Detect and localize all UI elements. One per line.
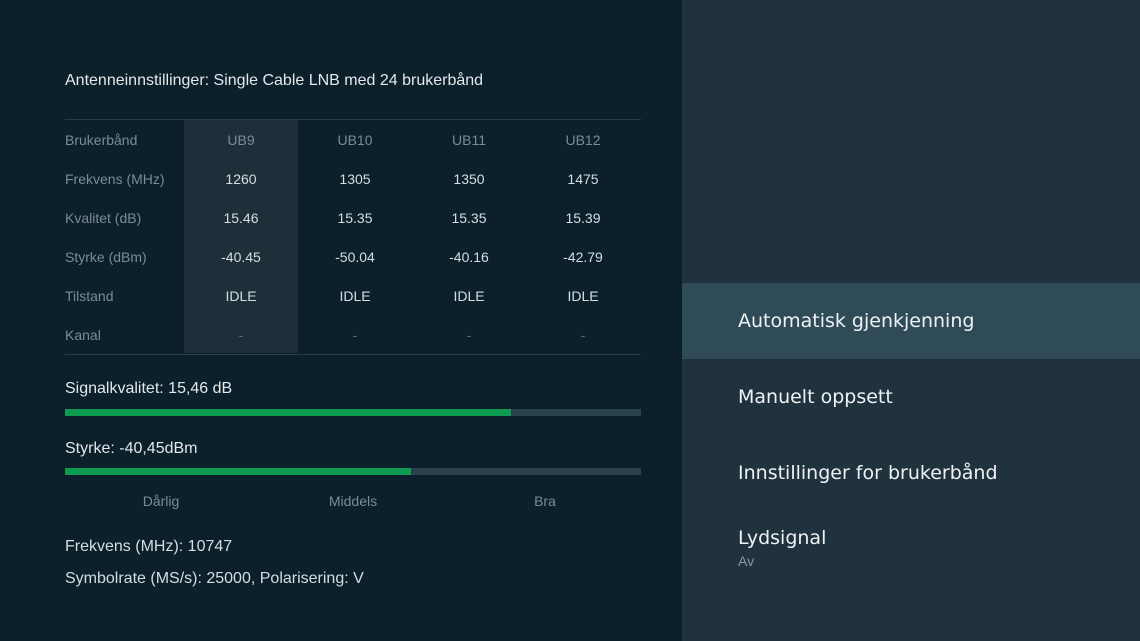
table-cell: 1350 bbox=[453, 170, 485, 187]
table-cell: 1305 bbox=[339, 170, 371, 187]
user-band-table: Brukerbånd UB9 UB10 UB11 UB12 Frekvens (… bbox=[65, 119, 641, 355]
column-header: UB9 bbox=[227, 131, 255, 148]
table-cell: -40.16 bbox=[449, 248, 489, 265]
menu-item-user-band-settings[interactable]: Innstillinger for brukerbånd bbox=[682, 462, 1140, 484]
table-row: Styrke (dBm) -40.45 -50.04 -40.16 -42.79 bbox=[65, 237, 641, 276]
table-row: Kvalitet (dB) 15.46 15.35 15.35 15.39 bbox=[65, 198, 641, 237]
signal-quality-fill bbox=[65, 409, 511, 416]
signal-quality-label: Signalkvalitet: 15,46 dB bbox=[65, 380, 233, 397]
menu-item-value: Av bbox=[738, 553, 755, 569]
menu-item-label: Innstillinger for brukerbånd bbox=[738, 462, 998, 484]
row-label: Styrke (dBm) bbox=[65, 248, 147, 265]
menu-item-manual-setup[interactable]: Manuelt oppsett bbox=[682, 386, 1140, 408]
table-cell: - bbox=[238, 326, 244, 343]
table-header-row: Brukerbånd UB9 UB10 UB11 UB12 bbox=[65, 120, 641, 159]
selected-column-highlight bbox=[184, 120, 298, 353]
table-cell: 15.35 bbox=[451, 209, 487, 226]
row-label: Frekvens (MHz) bbox=[65, 170, 165, 187]
antenna-settings-title: Antenneinnstillinger: Single Cable LNB m… bbox=[65, 72, 484, 89]
column-header: UB12 bbox=[565, 131, 601, 148]
strength-bar bbox=[65, 468, 641, 475]
scale-label-good: Bra bbox=[534, 493, 556, 509]
table-cell: 15.39 bbox=[565, 209, 601, 226]
table-row: Tilstand IDLE IDLE IDLE IDLE bbox=[65, 276, 641, 315]
table-cell: -50.04 bbox=[335, 248, 375, 265]
column-header: UB10 bbox=[337, 131, 373, 148]
signal-quality-bar bbox=[65, 409, 641, 416]
row-label: Brukerbånd bbox=[65, 131, 138, 148]
row-label: Tilstand bbox=[65, 287, 114, 304]
scale-label-medium: Middels bbox=[328, 493, 378, 509]
table-cell: - bbox=[352, 326, 358, 343]
symbolrate-info: Symbolrate (MS/s): 25000, Polarisering: … bbox=[65, 570, 364, 587]
menu-item-label: Lydsignal bbox=[738, 527, 827, 549]
table-cell: IDLE bbox=[339, 287, 371, 304]
table-cell: -42.79 bbox=[563, 248, 603, 265]
strength-fill bbox=[65, 468, 411, 475]
frequency-info: Frekvens (MHz): 10747 bbox=[65, 538, 233, 555]
table-cell: IDLE bbox=[225, 287, 257, 304]
table-cell: IDLE bbox=[567, 287, 599, 304]
table-cell: 15.46 bbox=[223, 209, 259, 226]
table-cell: 15.35 bbox=[337, 209, 373, 226]
table-row: Frekvens (MHz) 1260 1305 1350 1475 bbox=[65, 159, 641, 198]
table-cell: - bbox=[580, 326, 586, 343]
table-row: Kanal - - - - bbox=[65, 315, 641, 354]
column-header: UB11 bbox=[452, 131, 486, 148]
menu-item-audio-signal[interactable]: Lydsignal Av bbox=[682, 527, 1140, 569]
menu-item-label: Manuelt oppsett bbox=[738, 386, 893, 408]
menu-item-label: Automatisk gjenkjenning bbox=[738, 310, 975, 332]
signal-scale: Dårlig Middels Bra bbox=[65, 493, 641, 513]
table-cell: 1260 bbox=[225, 170, 257, 187]
scale-label-poor: Dårlig bbox=[142, 493, 180, 509]
table-cell: IDLE bbox=[453, 287, 485, 304]
table-cell: - bbox=[466, 326, 472, 343]
row-label: Kvalitet (dB) bbox=[65, 209, 142, 226]
table-cell: 1475 bbox=[567, 170, 599, 187]
menu-item-automatic-detection[interactable]: Automatisk gjenkjenning bbox=[682, 283, 1140, 359]
strength-label: Styrke: -40,45dBm bbox=[65, 440, 198, 457]
row-label: Kanal bbox=[65, 326, 101, 343]
table-cell: -40.45 bbox=[221, 248, 261, 265]
signal-info-panel bbox=[0, 0, 682, 641]
